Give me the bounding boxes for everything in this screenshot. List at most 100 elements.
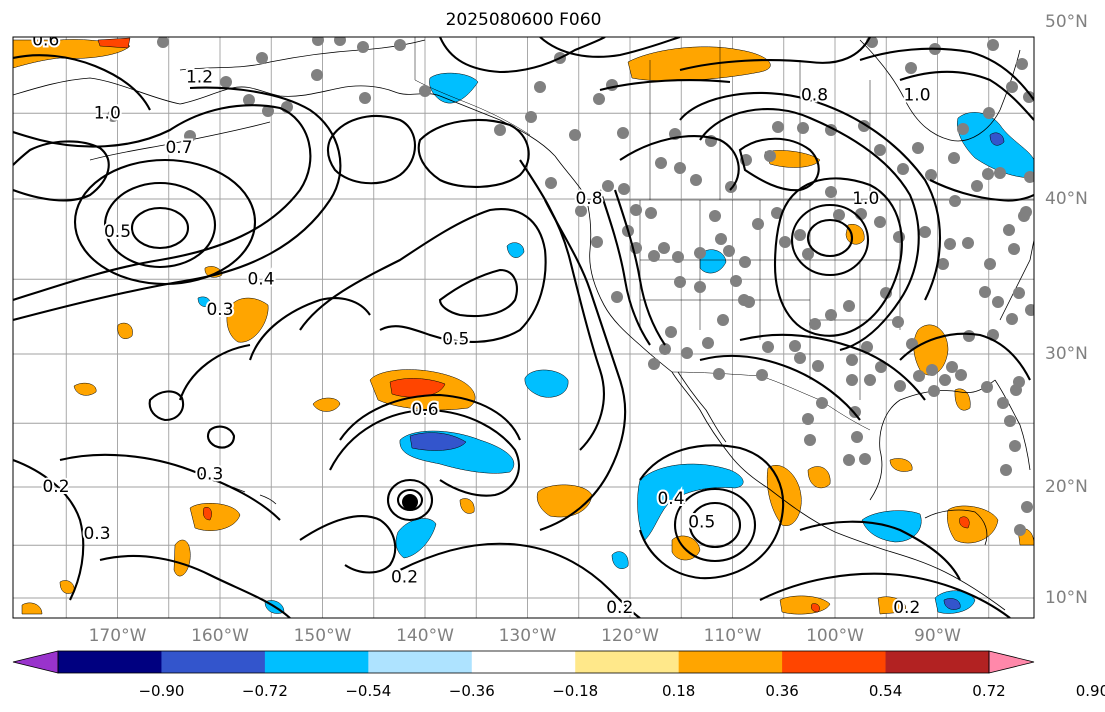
contour-line xyxy=(739,333,926,401)
station-dot xyxy=(534,81,546,93)
coastline-alaska xyxy=(13,77,556,157)
station-dot xyxy=(971,180,983,192)
contour-line xyxy=(599,79,731,92)
station-dot xyxy=(674,162,686,174)
contour-line xyxy=(13,54,151,111)
station-dot xyxy=(949,195,961,207)
coastline-mexico-pacific xyxy=(767,487,1006,611)
station-dot xyxy=(1018,210,1030,222)
colorbar xyxy=(12,650,1035,674)
warm-anomaly-area xyxy=(312,397,341,412)
contour-line xyxy=(929,179,1034,202)
latitude-label: 50°N xyxy=(1045,12,1088,32)
colorbar-max-arrow xyxy=(988,650,1035,674)
colorbar-cell xyxy=(782,651,887,673)
contour-value-label: 0.2 xyxy=(893,598,920,618)
cool-anomaly-area xyxy=(699,249,727,274)
station-dot xyxy=(545,177,557,189)
station-dot xyxy=(846,374,858,386)
cool-anomaly-area xyxy=(197,296,211,307)
station-dot xyxy=(861,341,873,353)
station-dot xyxy=(602,180,614,192)
contour-line xyxy=(859,47,1034,101)
warm-anomaly-area xyxy=(807,466,831,489)
station-dot xyxy=(937,258,949,270)
contour-value-label: 1.0 xyxy=(94,103,121,123)
warm-anomaly-area xyxy=(389,378,446,398)
contour-lines xyxy=(13,37,1034,618)
contour-line xyxy=(130,206,190,250)
station-dot xyxy=(897,163,909,175)
warm-anomaly-area xyxy=(203,507,212,521)
station-dot xyxy=(709,210,721,222)
contour-line xyxy=(614,189,666,346)
warm-anomaly-area xyxy=(117,322,133,339)
station-dot xyxy=(962,237,974,249)
colorbar-cell xyxy=(471,651,576,673)
contour-value-label: 0.4 xyxy=(657,489,684,509)
station-dot xyxy=(1024,171,1034,183)
longitude-label: 100°W xyxy=(806,626,864,646)
station-dot xyxy=(1008,243,1020,255)
station-dot xyxy=(913,370,925,382)
colorbar-tick-label: −0.18 xyxy=(552,682,599,700)
latitude-label: 20°N xyxy=(1045,477,1088,497)
station-dot xyxy=(983,107,995,119)
contour-line xyxy=(179,343,251,401)
station-dot xyxy=(825,309,837,321)
contour-line xyxy=(899,332,1031,381)
contour-line xyxy=(386,478,434,522)
contour-line xyxy=(688,501,742,549)
cool-anomaly-area xyxy=(989,132,1005,146)
shaded-anomaly-regions xyxy=(13,37,1034,615)
station-dot xyxy=(772,121,784,133)
station-dot xyxy=(843,454,855,466)
contour-value-label: 1.2 xyxy=(186,67,213,87)
border-alaska-canada xyxy=(414,37,531,136)
longitude-label: 110°W xyxy=(703,626,762,646)
station-dot xyxy=(713,368,725,380)
contour-line xyxy=(679,37,871,72)
station-dot xyxy=(825,186,837,198)
station-dot xyxy=(874,144,886,156)
station-dot xyxy=(928,385,940,397)
contour-line xyxy=(329,408,520,497)
station-dot xyxy=(893,231,905,243)
contour-value-label: 0.2 xyxy=(1057,568,1084,588)
contour-line xyxy=(13,140,110,202)
warm-anomaly-area xyxy=(459,498,475,514)
station-dot xyxy=(764,150,776,162)
station-dot xyxy=(851,431,863,443)
contour-value-label: 0.2 xyxy=(391,568,418,588)
contour-value-label: 0.8 xyxy=(801,85,828,105)
station-dot xyxy=(681,347,693,359)
colorbar-frame xyxy=(57,650,990,674)
cool-anomaly-area xyxy=(409,432,467,451)
station-dot xyxy=(905,62,917,74)
station-dot xyxy=(394,39,406,51)
station-dot xyxy=(859,453,871,465)
station-dot xyxy=(1000,464,1012,476)
station-dot xyxy=(1021,501,1033,513)
station-dot xyxy=(802,248,814,260)
station-dot xyxy=(957,123,969,135)
contour-labels: 0.60.50.60.60.61.01.20.80.70.50.60.80.70… xyxy=(30,37,1084,618)
contour-value-label: 0.3 xyxy=(83,524,110,544)
warm-anomaly-area xyxy=(766,465,802,526)
contour-value-label: 0.7 xyxy=(165,138,192,158)
contour-line xyxy=(699,107,920,352)
station-dot xyxy=(674,276,686,288)
station-dot xyxy=(946,361,958,373)
contour-value-label: 1.0 xyxy=(852,189,879,209)
station-dot xyxy=(771,207,783,219)
station-dot xyxy=(816,397,828,409)
colorbar-cell xyxy=(885,651,990,673)
cool-anomaly-area xyxy=(611,551,629,569)
contour-line xyxy=(799,520,961,581)
colorbar-tick-label: 0.72 xyxy=(972,682,1006,700)
contour-value-label: 0.3 xyxy=(196,465,223,485)
station-dot xyxy=(756,369,768,381)
station-dot xyxy=(630,204,642,216)
station-dot xyxy=(894,380,906,392)
colorbar-cell xyxy=(368,651,473,673)
